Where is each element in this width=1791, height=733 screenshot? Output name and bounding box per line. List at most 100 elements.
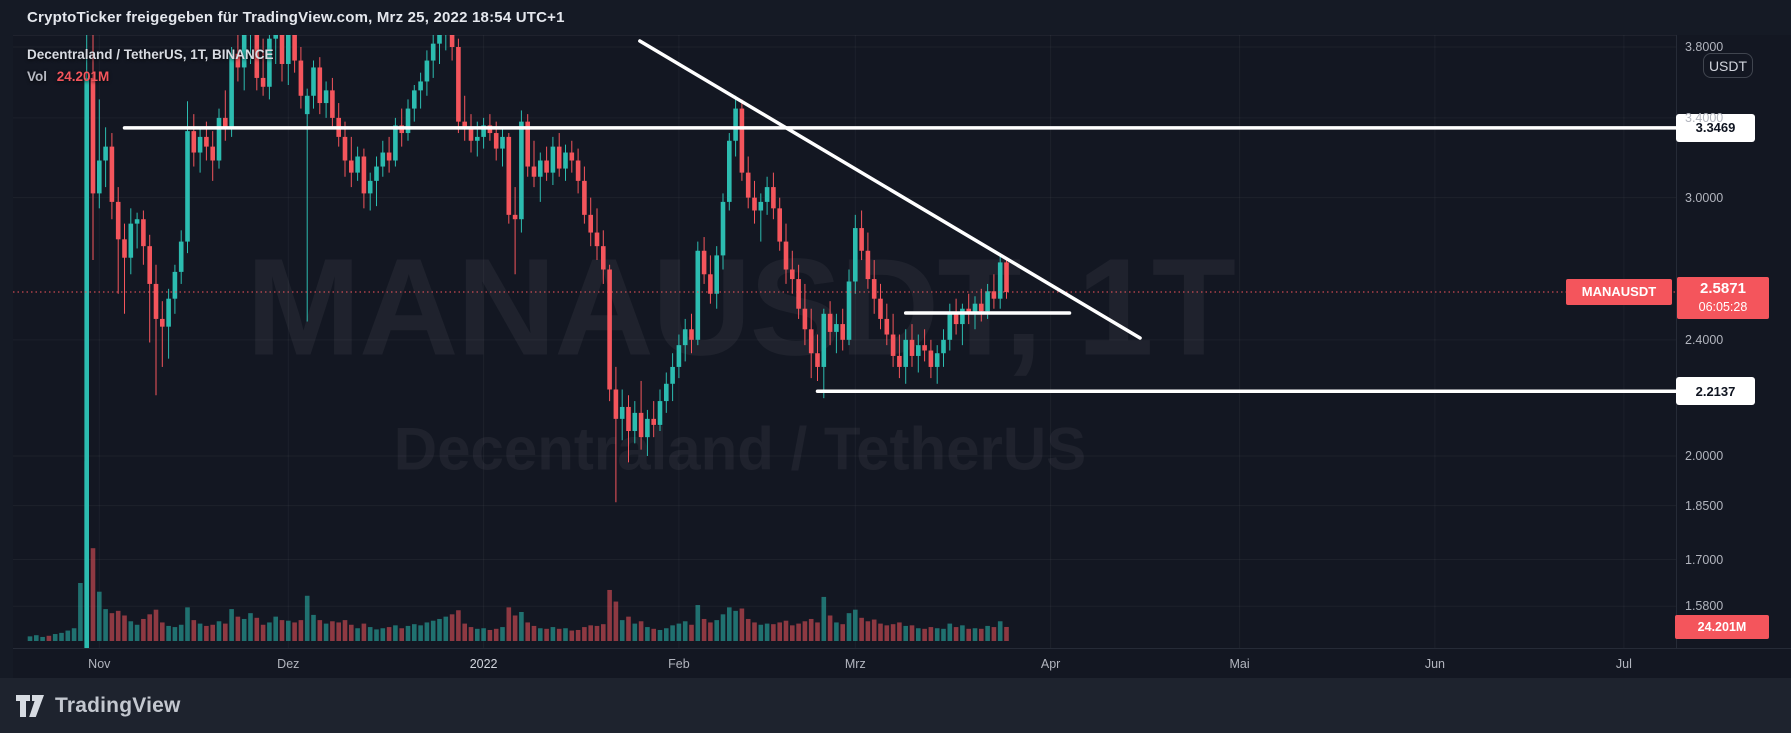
candle: [638, 380, 644, 450]
last-price-badge: 2.5871 06:05:28: [1677, 276, 1769, 319]
volume-bar: [1004, 626, 1009, 641]
candle-body: [783, 241, 789, 270]
volume-bar: [65, 630, 71, 641]
candle: [758, 193, 764, 242]
volume-bar: [670, 625, 675, 641]
candle: [878, 283, 883, 330]
candle: [374, 156, 379, 207]
candle: [664, 372, 669, 413]
candle-body: [204, 136, 209, 147]
candle: [960, 303, 965, 346]
volume-bar: [531, 625, 537, 641]
candle: [128, 208, 134, 275]
volume-bar: [430, 620, 436, 641]
candle-body: [197, 136, 203, 153]
currency-toggle-button[interactable]: USDT: [1703, 53, 1753, 78]
time-tick-label: Jul: [1615, 656, 1632, 671]
volume-bar: [594, 625, 600, 641]
volume-bar: [128, 621, 134, 641]
candle-body: [279, 35, 285, 64]
candle: [947, 303, 953, 351]
candle: [90, 35, 96, 261]
candle-body: [695, 250, 701, 340]
candle: [941, 329, 946, 367]
price-tick-label: 1.5800: [1685, 599, 1724, 614]
volume-bar: [141, 618, 146, 641]
volume-bar: [481, 628, 486, 641]
candle-body: [330, 90, 335, 118]
candle-body: [997, 262, 1003, 299]
volume-bar: [638, 621, 644, 641]
candle: [97, 99, 102, 209]
candle: [827, 301, 833, 346]
candle-body: [412, 90, 417, 109]
candle: [991, 274, 997, 309]
price-axis[interactable]: USDT 3.3469 2.2137 2.5871 06:05:28 24.20…: [1675, 35, 1791, 648]
candle-body: [475, 136, 480, 141]
price-tick-label: 1.8500: [1685, 498, 1724, 513]
volume-bar: [764, 623, 770, 641]
tradingview-logo-icon[interactable]: [15, 694, 45, 718]
volume-bar: [947, 623, 953, 641]
volume-bar: [979, 628, 984, 641]
volume-bar: [286, 620, 291, 641]
volume-bar: [273, 616, 278, 641]
candle: [538, 152, 543, 202]
volume-bar: [418, 625, 423, 641]
candle-body: [349, 160, 354, 173]
volume-bar: [909, 625, 915, 641]
price-tick-label: 3.4000: [1685, 110, 1724, 125]
candle: [349, 136, 354, 188]
candle-body: [588, 214, 593, 233]
time-tick-label: 2022: [469, 656, 498, 671]
volume-bar: [241, 618, 247, 641]
candle: [563, 144, 568, 181]
chart-plot[interactable]: [13, 35, 1791, 678]
volume-bar: [928, 627, 934, 641]
candle-body: [210, 146, 215, 161]
candle-body: [97, 160, 102, 194]
candle: [260, 38, 266, 96]
candle-body: [160, 318, 165, 327]
time-tick-label: Nov: [88, 656, 111, 671]
candle-body: [802, 308, 808, 330]
candle-body: [991, 291, 997, 299]
candle-body: [890, 334, 896, 356]
footer-brand[interactable]: TradingView: [55, 693, 181, 717]
candle-body: [607, 269, 612, 390]
candle: [689, 313, 694, 354]
candle: [582, 166, 587, 224]
candle: [739, 99, 745, 181]
time-tick-label: Mrz: [844, 656, 866, 671]
volume-bar: [210, 624, 215, 641]
time-axis[interactable]: Nov Dez 2022 Feb Mrz Apr Mai Jun Jul: [13, 648, 1791, 678]
candle: [771, 172, 776, 220]
candle-body: [449, 35, 455, 47]
volume-bar: [216, 621, 222, 641]
volume-bar: [556, 628, 562, 641]
volume-bar: [682, 621, 688, 641]
candle: [468, 114, 474, 153]
volume-bar: [695, 605, 701, 641]
volume-bar: [739, 608, 745, 641]
candle-body: [934, 353, 940, 367]
drawing-lines[interactable]: [122, 39, 1678, 394]
candle: [846, 269, 852, 346]
volume-bar: [771, 624, 776, 641]
candle: [619, 389, 625, 441]
volume-bar: [160, 622, 165, 641]
volume-bar: [424, 622, 430, 641]
candle: [134, 212, 140, 249]
candle: [166, 288, 171, 359]
candle-body: [758, 201, 764, 211]
candle: [241, 35, 247, 91]
candle-body: [733, 108, 738, 141]
volume-bar: [292, 622, 297, 641]
time-tick-label: Mai: [1229, 656, 1250, 671]
candle-body: [840, 324, 845, 340]
candle-body: [386, 152, 392, 161]
volume-bar: [752, 622, 757, 641]
candle: [355, 146, 360, 181]
candle: [790, 250, 795, 294]
candle-body: [342, 136, 348, 161]
